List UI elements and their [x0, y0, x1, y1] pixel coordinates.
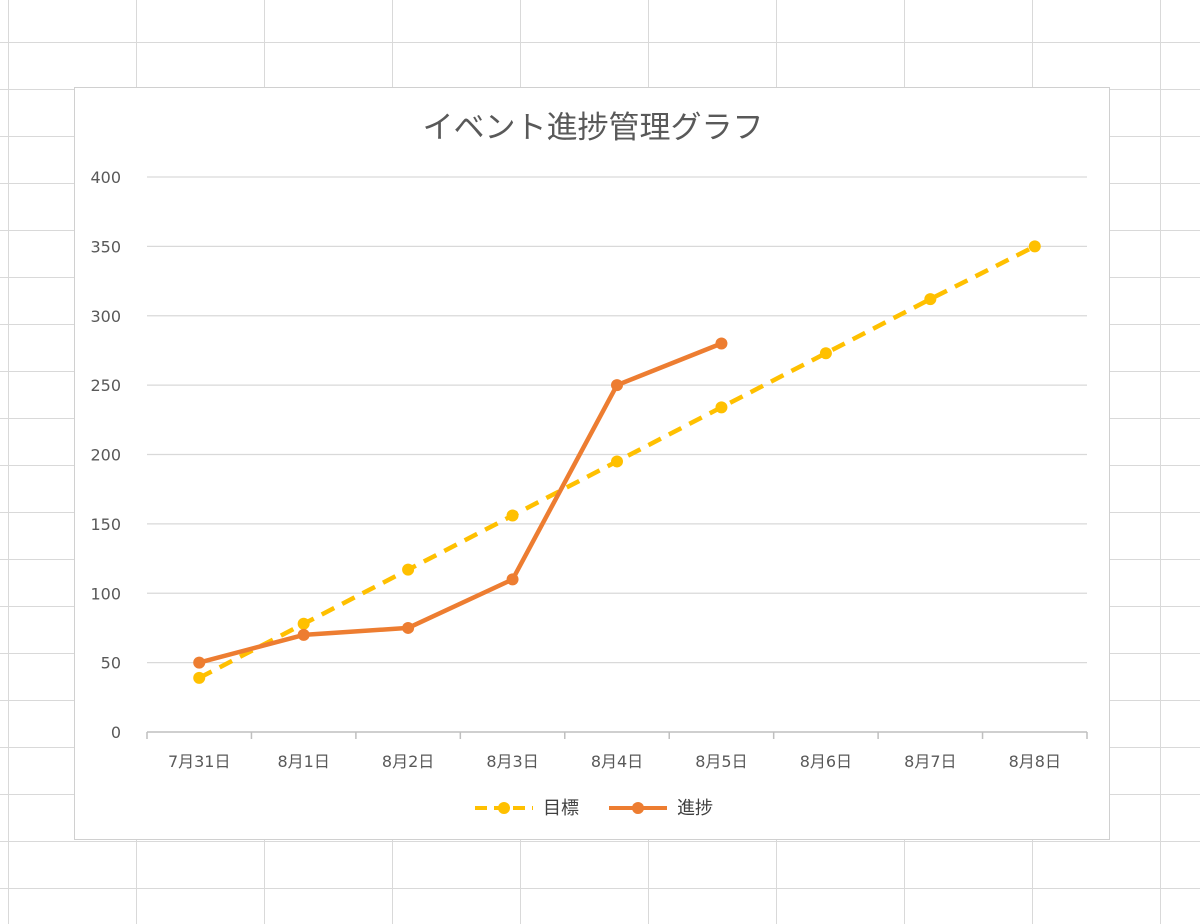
- y-tick-label: 250: [90, 376, 121, 395]
- x-tick-label: 7月31日: [168, 752, 231, 771]
- x-tick-label: 8月4日: [591, 752, 643, 771]
- data-point-0-0: [193, 671, 206, 684]
- x-axis: 7月31日 8月1日 8月2日 8月3日 8月4日 8月5日 8月6日 8月7日 8月8日: [146, 731, 1088, 771]
- data-point-1-1: [297, 628, 310, 641]
- legend-label-target: 目標: [543, 798, 579, 819]
- chart-title: イベント進捗管理グラフ: [423, 110, 764, 146]
- series-line-1: [196, 341, 724, 665]
- y-tick-label: 400: [90, 168, 121, 187]
- data-point-0-2: [402, 563, 415, 576]
- chart-area[interactable]: イベント進捗管理グラフ 0 50 100 150 200 250 300 350 400 7月3…: [74, 87, 1110, 840]
- data-point-0-6: [819, 347, 832, 360]
- data-point-1-5: [715, 337, 728, 350]
- data-point-1-3: [506, 573, 519, 586]
- data-point-1-0: [193, 656, 206, 669]
- legend-label-progress: 進捗: [677, 798, 713, 819]
- legend[interactable]: 目標 進捗: [475, 798, 713, 819]
- y-axis-tick-labels: 0 50 100 150 200 250 300 350 400: [90, 168, 121, 742]
- data-point-0-5: [715, 401, 728, 414]
- y-tick-label: 50: [101, 654, 121, 673]
- data-point-0-3: [506, 509, 519, 522]
- legend-marker-target: [498, 802, 510, 814]
- x-tick-label: 8月5日: [695, 752, 747, 771]
- y-tick-label: 100: [90, 584, 121, 603]
- x-tick-label: 8月3日: [486, 752, 538, 771]
- data-point-0-8: [1028, 240, 1041, 253]
- y-tick-label: 300: [90, 307, 121, 326]
- legend-item-progress[interactable]: 進捗: [609, 798, 713, 819]
- y-tick-label: 200: [90, 446, 121, 465]
- x-tick-label: 8月1日: [277, 752, 329, 771]
- x-tick-label: 8月8日: [1009, 752, 1061, 771]
- data-point-0-7: [924, 293, 937, 306]
- data-point-0-4: [611, 455, 623, 468]
- x-tick-label: 8月2日: [382, 752, 434, 771]
- chart-svg: イベント進捗管理グラフ 0 50 100 150 200 250 300 350 400 7月3…: [90, 110, 1088, 819]
- x-tick-label: 8月6日: [800, 752, 852, 771]
- data-point-1-2: [402, 621, 415, 634]
- y-tick-label: 0: [111, 723, 121, 742]
- data-point-1-4: [611, 379, 623, 392]
- y-tick-label: 350: [90, 237, 121, 256]
- legend-marker-progress: [632, 802, 644, 814]
- legend-item-target[interactable]: 目標: [475, 798, 579, 819]
- y-tick-label: 150: [90, 515, 121, 534]
- gridlines: [147, 176, 1087, 664]
- plot-series: [193, 240, 1041, 684]
- data-point-0-1: [297, 617, 310, 630]
- x-tick-label: 8月7日: [904, 752, 956, 771]
